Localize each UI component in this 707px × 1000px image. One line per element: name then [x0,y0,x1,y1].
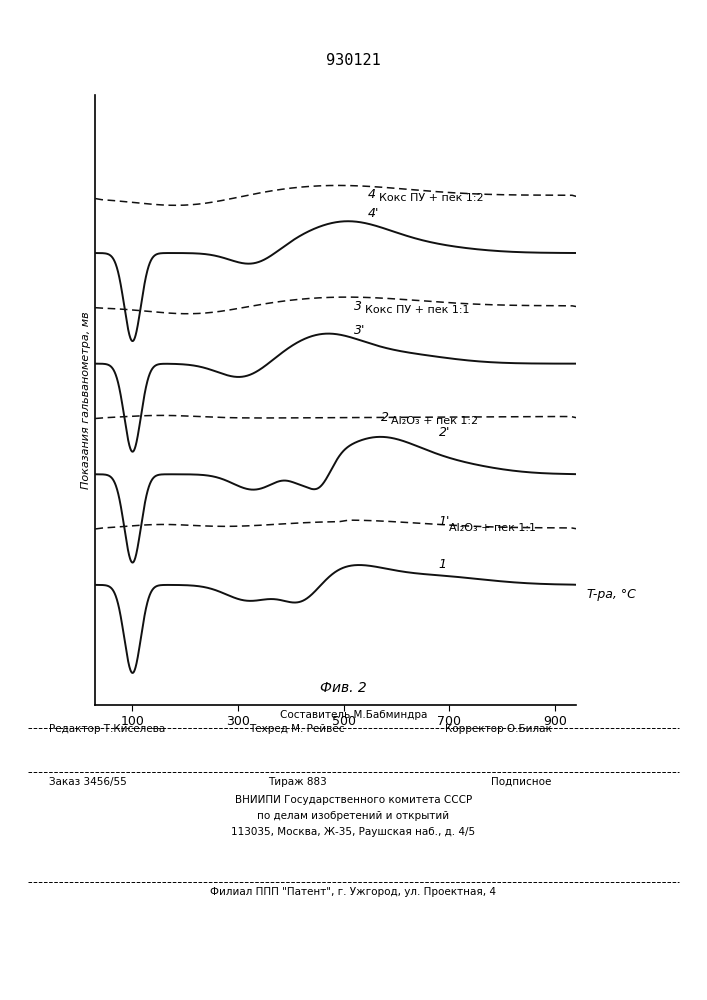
Text: 4: 4 [368,188,375,201]
Text: 1': 1' [439,515,450,528]
Text: 113035, Москва, Ж-35, Раушская наб., д. 4/5: 113035, Москва, Ж-35, Раушская наб., д. … [231,827,476,837]
Text: 4': 4' [368,207,379,220]
Text: 3': 3' [354,324,366,337]
Text: ВНИИПИ Государственного комитета СССР: ВНИИПИ Государственного комитета СССР [235,795,472,805]
Text: Al₂O₃ + пек 1:2: Al₂O₃ + пек 1:2 [391,416,479,426]
Text: Филиал ППП "Патент", г. Ужгород, ул. Проектная, 4: Филиал ППП "Патент", г. Ужгород, ул. Про… [211,887,496,897]
Text: 1: 1 [439,558,447,571]
Text: Подписное: Подписное [491,777,551,787]
Y-axis label: Показания гальванометра, мв: Показания гальванометра, мв [81,311,91,489]
Text: Фив. 2: Фив. 2 [320,681,367,695]
Text: Заказ 3456/55: Заказ 3456/55 [49,777,127,787]
Text: Корректор О.Билак: Корректор О.Билак [445,724,551,734]
Text: Тираж 883: Тираж 883 [267,777,327,787]
Text: 2': 2' [439,426,450,439]
Text: 930121: 930121 [326,53,381,68]
Text: Al₂O₃ + пек 1:1: Al₂O₃ + пек 1:1 [450,523,537,533]
Text: T-ра, °C: T-ра, °C [587,588,636,601]
Text: Кокс ПУ + пек 1:1: Кокс ПУ + пек 1:1 [365,305,469,315]
Text: Техред М. Рейвес: Техред М. Рейвес [249,724,345,734]
Text: 2: 2 [381,411,389,424]
Text: Составитель М.Бабминдра: Составитель М.Бабминдра [280,710,427,720]
Text: 3: 3 [354,300,362,313]
Text: Редактор Т.Киселева: Редактор Т.Киселева [49,724,165,734]
Text: Кокс ПУ + пек 1:2: Кокс ПУ + пек 1:2 [379,193,484,203]
Text: по делам изобретений и открытий: по делам изобретений и открытий [257,811,450,821]
